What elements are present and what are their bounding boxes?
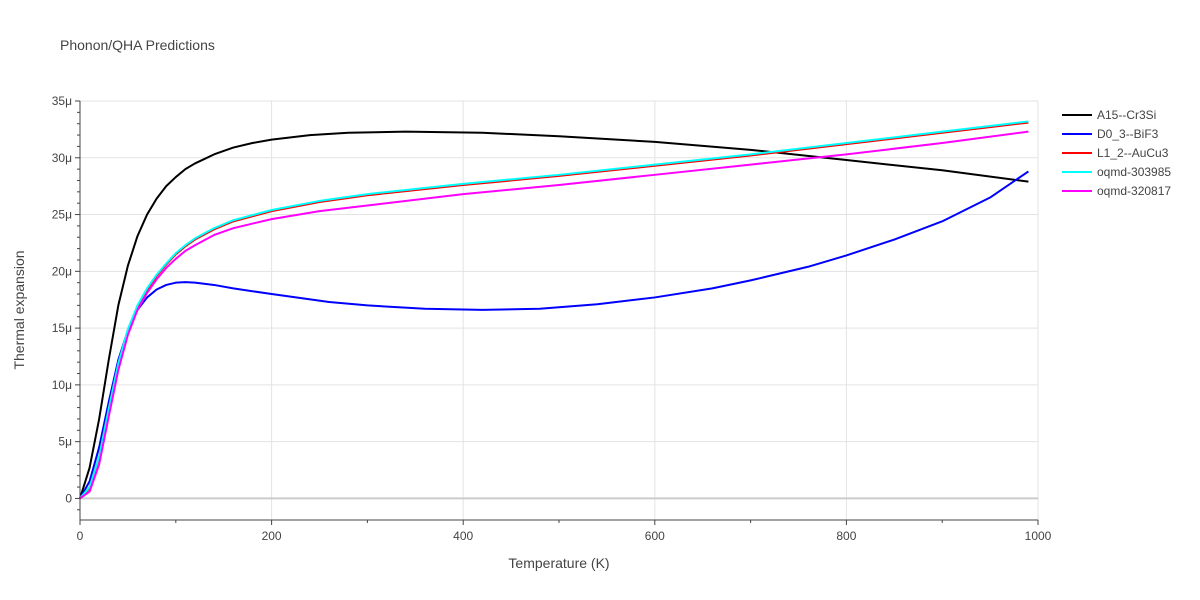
- y-tick-label: 30μ: [52, 151, 72, 165]
- legend-label: oqmd-303985: [1097, 165, 1171, 179]
- x-tick-label: 1000: [1025, 529, 1052, 543]
- chart-title: Phonon/QHA Predictions: [60, 37, 215, 53]
- x-tick-label: 600: [645, 529, 665, 543]
- y-tick-label: 10μ: [52, 378, 72, 392]
- y-tick-labels: 0 5μ 10μ 15μ 20μ 25μ 30μ 35μ: [52, 94, 73, 505]
- axes: [75, 100, 1039, 525]
- x-tick-label: 0: [77, 529, 84, 543]
- y-axis-title: Thermal expansion: [11, 250, 27, 369]
- y-tick-label: 20μ: [52, 264, 72, 278]
- legend-item[interactable]: D0_3--BiF3: [1062, 127, 1159, 141]
- y-tick-label: 35μ: [52, 94, 72, 108]
- x-tick-labels: 0 200 400 600 800 1000: [77, 529, 1052, 543]
- legend-label: oqmd-320817: [1097, 184, 1171, 198]
- legend-label: D0_3--BiF3: [1097, 127, 1159, 141]
- series-line-2: [79, 170, 1029, 499]
- series-line-5: [79, 130, 1029, 500]
- legend-item[interactable]: L1_2--AuCu3: [1062, 146, 1169, 160]
- legend-label: L1_2--AuCu3: [1097, 146, 1169, 160]
- x-tick-label: 200: [262, 529, 282, 543]
- series-line-1: [79, 130, 1029, 499]
- legend-item[interactable]: oqmd-303985: [1062, 165, 1171, 179]
- series-line-4: [79, 120, 1029, 500]
- y-tick-label: 0: [65, 491, 72, 505]
- x-axis-title: Temperature (K): [508, 555, 609, 571]
- legend-item[interactable]: oqmd-320817: [1062, 184, 1171, 198]
- x-tick-label: 800: [836, 529, 856, 543]
- y-tick-label: 25μ: [52, 208, 72, 222]
- grid: [80, 100, 1039, 520]
- plot-lines: [79, 120, 1029, 500]
- x-tick-label: 400: [453, 529, 473, 543]
- y-tick-label: 5μ: [58, 435, 72, 449]
- legend[interactable]: A15--Cr3Si D0_3--BiF3 L1_2--AuCu3 oqmd-3039…: [1062, 108, 1171, 198]
- legend-label: A15--Cr3Si: [1097, 108, 1156, 122]
- y-tick-label: 15μ: [52, 321, 72, 335]
- legend-item[interactable]: A15--Cr3Si: [1062, 108, 1156, 122]
